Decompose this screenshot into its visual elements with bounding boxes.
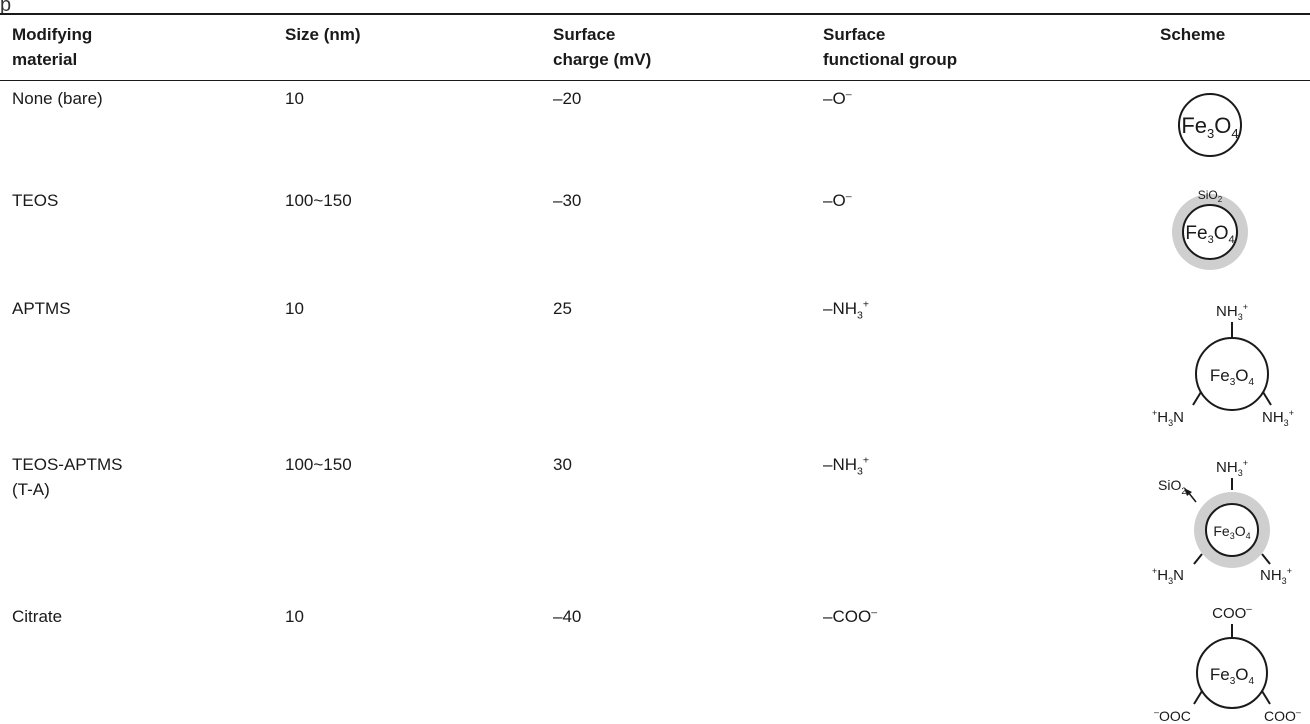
cell-charge: –40 bbox=[553, 607, 582, 626]
header-scheme: Scheme bbox=[1160, 22, 1225, 47]
cell-functional-group: –NH3+ bbox=[823, 296, 869, 321]
svg-text:+H3N: +H3N bbox=[1152, 566, 1184, 586]
svg-text:Fe3O4: Fe3O4 bbox=[1213, 523, 1250, 541]
svg-text:NH3+: NH3+ bbox=[1262, 408, 1294, 428]
header-functional-group: Surface functional group bbox=[823, 22, 957, 72]
header-rule bbox=[0, 80, 1310, 81]
cell-material: TEOS bbox=[12, 191, 59, 210]
cell-functional-group: –O– bbox=[823, 86, 852, 111]
cell-material: APTMS bbox=[12, 299, 71, 318]
group-base: –NH bbox=[823, 299, 858, 318]
svg-text:Fe3O4: Fe3O4 bbox=[1210, 665, 1255, 687]
group-sup: – bbox=[871, 606, 878, 619]
material-line: TEOS-APTMS bbox=[12, 455, 123, 474]
amine-functionalized-scheme: NH3+ Fe3O4 +H3N NH3+ bbox=[1152, 302, 1294, 428]
svg-text:NH3+: NH3+ bbox=[1216, 302, 1248, 322]
svg-text:COO–: COO– bbox=[1264, 707, 1301, 724]
group-sup: + bbox=[862, 298, 870, 311]
header-size: Size (nm) bbox=[285, 22, 361, 47]
cell-charge: 25 bbox=[553, 299, 572, 318]
group-base: –NH bbox=[823, 455, 858, 474]
cell-charge: –30 bbox=[553, 191, 582, 210]
svg-text:Fe3O4: Fe3O4 bbox=[1210, 366, 1255, 388]
svg-text:SiO2: SiO2 bbox=[1198, 188, 1223, 204]
carboxyl-functionalized-scheme: COO– Fe3O4 –OOC COO– bbox=[1154, 604, 1301, 724]
group-sup: + bbox=[862, 454, 870, 467]
cell-size: 100~150 bbox=[285, 455, 352, 474]
group-sup: – bbox=[845, 190, 852, 203]
svg-text:Fe3O4: Fe3O4 bbox=[1181, 113, 1238, 141]
cell-size: 10 bbox=[285, 89, 304, 108]
header-surface-charge: Surface charge (mV) bbox=[553, 22, 651, 72]
cell-material: None (bare) bbox=[12, 89, 103, 108]
svg-text:Fe3O4: Fe3O4 bbox=[1185, 223, 1234, 246]
cell-functional-group: –COO– bbox=[823, 604, 877, 629]
silica-coated-scheme: SiO2 Fe3O4 bbox=[1172, 188, 1248, 270]
svg-text:–OOC: –OOC bbox=[1154, 707, 1191, 724]
material-line: (T-A) bbox=[12, 480, 50, 499]
caption-fragment: p bbox=[0, 0, 12, 16]
group-base: –COO bbox=[823, 607, 872, 626]
svg-text:COO–: COO– bbox=[1212, 604, 1252, 622]
cell-material: Citrate bbox=[12, 607, 63, 626]
svg-text:SiO2: SiO2 bbox=[1158, 477, 1186, 496]
group-sub: 3 bbox=[857, 309, 863, 322]
header-line: material bbox=[12, 50, 78, 69]
table-top-rule bbox=[0, 13, 1310, 15]
cell-size: 100~150 bbox=[285, 191, 352, 210]
cell-charge: 30 bbox=[553, 455, 572, 474]
header-modifying-material: Modifying material bbox=[12, 22, 92, 72]
group-base: –O bbox=[823, 191, 846, 210]
svg-text:NH3+: NH3+ bbox=[1216, 458, 1248, 478]
group-base: –O bbox=[823, 89, 846, 108]
header-line: Surface bbox=[823, 25, 886, 44]
bare-fe3o4-scheme: Fe3O4 bbox=[1178, 93, 1242, 157]
header-line: functional group bbox=[823, 50, 958, 69]
cell-size: 10 bbox=[285, 299, 304, 318]
header-line: charge (mV) bbox=[553, 50, 652, 69]
cell-functional-group: –NH3+ bbox=[823, 452, 869, 477]
silica-amine-scheme: NH3+ SiO2 Fe3O4 +H3N NH3+ bbox=[1152, 458, 1292, 586]
header-line: Surface bbox=[553, 25, 616, 44]
header-line: Modifying bbox=[12, 25, 93, 44]
cell-charge: –20 bbox=[553, 89, 582, 108]
svg-text:+H3N: +H3N bbox=[1152, 408, 1184, 428]
svg-text:NH3+: NH3+ bbox=[1260, 566, 1292, 586]
header-line: Scheme bbox=[1160, 25, 1226, 44]
group-sup: – bbox=[845, 88, 852, 101]
cell-material: TEOS-APTMS (T-A) bbox=[12, 452, 123, 502]
header-line: Size (nm) bbox=[285, 25, 361, 44]
group-sub: 3 bbox=[857, 465, 863, 478]
cell-size: 10 bbox=[285, 607, 304, 626]
cell-functional-group: –O– bbox=[823, 188, 852, 213]
